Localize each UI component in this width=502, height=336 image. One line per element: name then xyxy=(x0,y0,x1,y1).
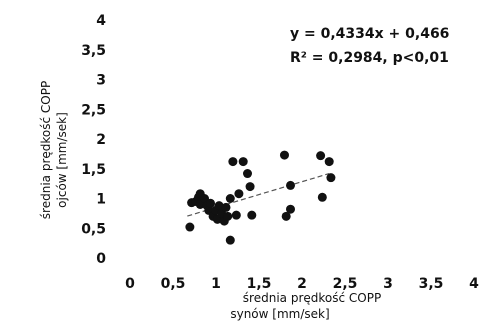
y-axis-label-line1: średnia prędkość COPP xyxy=(39,81,53,219)
regression-equation: y = 0,4334x + 0,466 xyxy=(290,26,449,42)
data-point xyxy=(221,202,231,212)
y-tick-label: 3 xyxy=(96,73,106,89)
data-point xyxy=(214,201,224,211)
data-point xyxy=(185,222,195,232)
data-point xyxy=(316,151,326,161)
data-point xyxy=(223,211,233,221)
x-tick-label: 3 xyxy=(383,276,393,292)
data-point xyxy=(286,204,295,214)
x-tick-label: 2 xyxy=(297,276,307,292)
y-tick-labels: 0 0,5 1 1,5 2 2,5 3 3,5 4 xyxy=(81,13,106,267)
data-point xyxy=(200,194,209,203)
data-point xyxy=(326,173,336,183)
data-point xyxy=(238,157,248,167)
y-tick-label: 1 xyxy=(96,192,106,208)
data-point xyxy=(225,194,235,203)
y-tick-label: 0 xyxy=(96,251,106,267)
y-axis-label-line2: ojców [mm/sek] xyxy=(55,112,69,208)
data-point xyxy=(286,180,295,190)
x-axis-label-line1: średnia prędkość COPP xyxy=(243,291,381,305)
x-tick-label: 1,5 xyxy=(247,276,272,292)
data-point xyxy=(245,182,255,192)
data-point xyxy=(324,157,334,167)
data-point xyxy=(279,150,289,160)
data-point xyxy=(317,192,327,202)
y-tick-label: 0,5 xyxy=(81,221,106,237)
x-tick-label: 0 xyxy=(125,276,135,292)
x-axis-label-line2: synów [mm/sek] xyxy=(230,307,329,321)
data-point xyxy=(234,189,244,199)
y-tick-label: 3,5 xyxy=(81,43,106,59)
data-points xyxy=(185,150,336,245)
data-point xyxy=(231,210,241,220)
x-tick-label: 1 xyxy=(211,276,221,292)
x-tick-labels: 0 0,5 1 1,5 2 2,5 3 3,5 4 xyxy=(125,276,479,292)
data-point xyxy=(228,157,238,167)
y-tick-label: 4 xyxy=(96,13,106,29)
data-point xyxy=(247,210,257,220)
y-tick-label: 2,5 xyxy=(81,102,106,118)
data-point xyxy=(281,211,291,221)
y-tick-label: 2 xyxy=(96,132,106,148)
data-point xyxy=(225,235,235,245)
x-tick-label: 3,5 xyxy=(419,276,444,292)
data-point xyxy=(206,198,216,208)
x-tick-label: 0,5 xyxy=(161,276,186,292)
y-tick-label: 1,5 xyxy=(81,162,106,178)
x-tick-label: 4 xyxy=(469,276,479,292)
x-tick-label: 2,5 xyxy=(333,276,358,292)
data-point xyxy=(243,169,252,179)
r-squared-label: R² = 0,2984, p<0,01 xyxy=(290,50,449,66)
